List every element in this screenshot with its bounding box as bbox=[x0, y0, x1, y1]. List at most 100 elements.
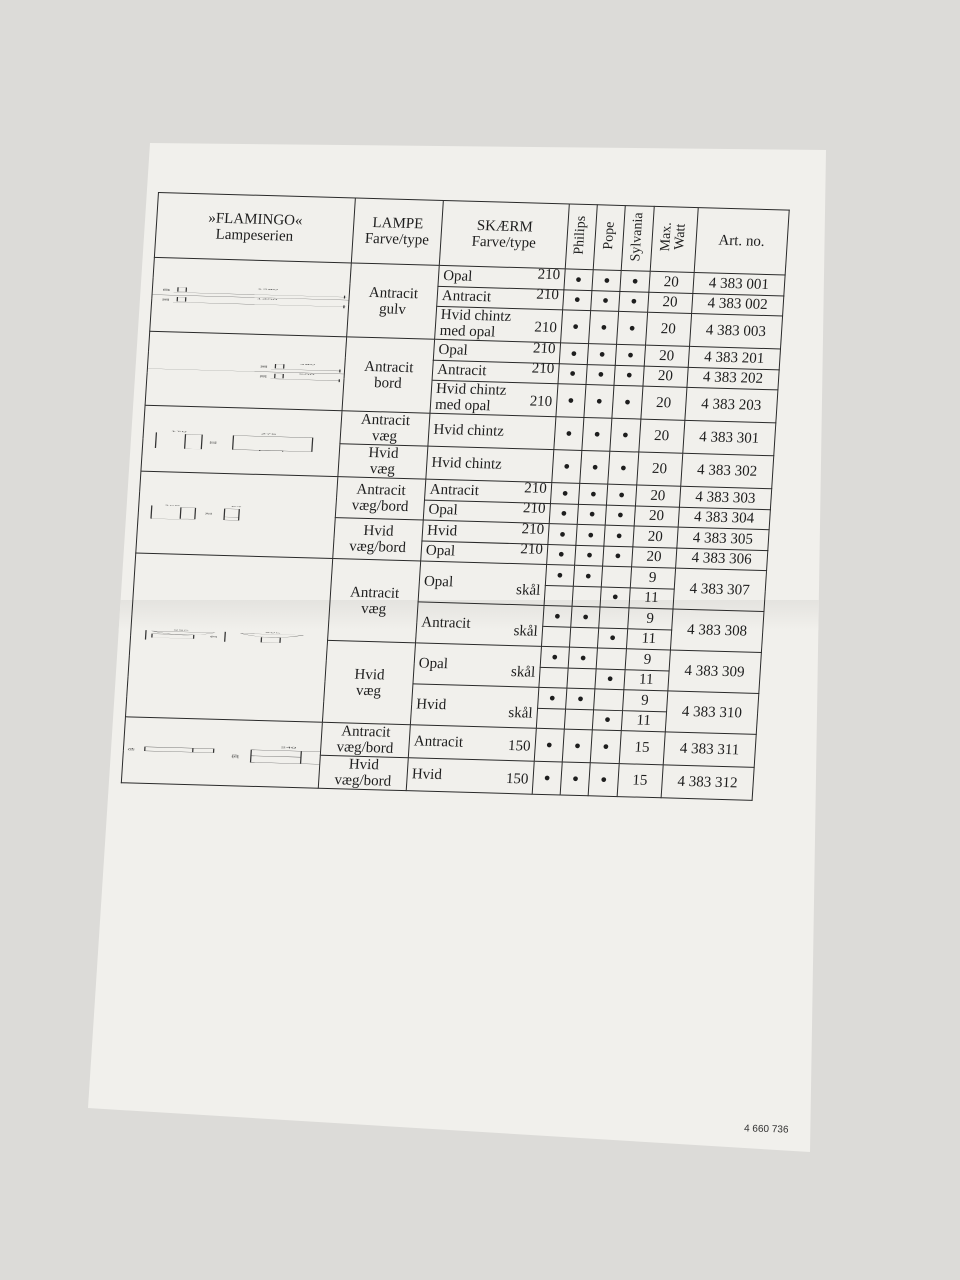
filled-circle-icon: ● bbox=[616, 509, 625, 522]
sylvania-availability: ● bbox=[592, 709, 623, 731]
screen-cell: Opal skål bbox=[413, 642, 542, 688]
sylvania-availability: ● bbox=[603, 545, 633, 567]
lamp-type: Hvid væg bbox=[337, 443, 428, 480]
dimension-label: 64 bbox=[127, 748, 137, 751]
sylvania-availability: ● bbox=[605, 504, 636, 526]
screen-cell: Hvid chintz med opal 210 bbox=[434, 306, 563, 343]
filled-circle-icon: ● bbox=[623, 396, 632, 409]
filled-circle-icon: ● bbox=[602, 740, 610, 753]
screen-size: 210 bbox=[521, 520, 545, 538]
philips-availability: ● bbox=[553, 416, 585, 451]
max-watt: 9 bbox=[627, 607, 673, 630]
pope-availability: ● bbox=[577, 503, 607, 526]
filled-circle-icon: ● bbox=[593, 428, 601, 441]
max-watt: 20 bbox=[635, 484, 681, 507]
screen-cell: Antracit 150 bbox=[408, 724, 537, 762]
sylvania-availability: ● bbox=[600, 586, 631, 608]
article-number: 4 383 202 bbox=[686, 366, 780, 390]
dimension-label: 190 bbox=[210, 635, 220, 637]
dimension-label: 1300 bbox=[257, 298, 278, 300]
filled-circle-icon: ● bbox=[573, 739, 582, 753]
dimension-label: 225 bbox=[173, 629, 189, 631]
philips-availability: ● bbox=[549, 503, 579, 525]
screen-size: 210 bbox=[535, 286, 560, 304]
article-number: 4 383 301 bbox=[682, 420, 776, 456]
sylvania-availability: ● bbox=[595, 668, 625, 690]
philips-availability: ● bbox=[547, 523, 578, 545]
filled-circle-icon: ● bbox=[595, 395, 603, 408]
screen-type: Antracit bbox=[420, 614, 472, 632]
pope-availability: ● bbox=[565, 688, 596, 710]
screen-cell: Hvid skål bbox=[410, 683, 539, 729]
filled-circle-icon: ● bbox=[551, 650, 559, 664]
screen-cell: Hvid chintz bbox=[425, 446, 554, 483]
screen-size: 210 bbox=[529, 393, 553, 411]
max-watt-header: Max. Watt bbox=[658, 222, 689, 252]
sylvania-availability: ● bbox=[616, 311, 648, 346]
filled-circle-icon: ● bbox=[553, 609, 562, 623]
dimension-label: 64 bbox=[231, 506, 242, 507]
screen-size: skål bbox=[513, 623, 539, 640]
drawing-cell: 150 64 300 bbox=[135, 471, 338, 559]
filled-circle-icon: ● bbox=[576, 692, 585, 705]
article-number: 4 383 306 bbox=[675, 547, 768, 571]
sylvania-availability: ● bbox=[619, 290, 649, 313]
article-number: 4 383 311 bbox=[662, 731, 757, 768]
dimension-label: 1280 bbox=[257, 288, 278, 290]
filled-circle-icon: ● bbox=[545, 739, 553, 752]
philips-availability: ● bbox=[534, 728, 565, 763]
lamp-type: Antracit bord bbox=[342, 336, 435, 414]
pope-availability: ● bbox=[590, 290, 621, 312]
lamp-drawing-bowl: 225 205 190 bbox=[144, 629, 305, 643]
philips-availability: ● bbox=[542, 605, 573, 627]
lamp-header-sub: Farve/type bbox=[364, 230, 430, 249]
philips-availability bbox=[536, 707, 566, 730]
sylvania-header: Sylvania bbox=[628, 211, 647, 262]
sylvania-availability: ● bbox=[610, 418, 641, 453]
filled-circle-icon: ● bbox=[560, 507, 568, 520]
philips-availability: ● bbox=[559, 342, 589, 365]
sylvania-availability bbox=[594, 688, 624, 711]
dimension-label: 240 bbox=[281, 746, 297, 749]
philips-header: Philips bbox=[572, 215, 590, 255]
filled-circle-icon: ● bbox=[626, 348, 635, 362]
max-watt: 15 bbox=[618, 730, 666, 765]
screen-size: skål bbox=[510, 664, 536, 681]
article-number: 4 383 302 bbox=[680, 453, 774, 489]
dimension-label: 360 bbox=[260, 365, 270, 367]
screen-type: Hvid bbox=[411, 766, 443, 784]
screen-type: Opal bbox=[442, 267, 473, 285]
dimension-label: 380 bbox=[162, 288, 172, 290]
lamp-drawing-table: 480 360 500 380 bbox=[147, 364, 344, 382]
max-watt: 20 bbox=[631, 546, 677, 569]
sylvania-availability: ● bbox=[606, 484, 637, 506]
screen-cell: Hvid 150 bbox=[406, 757, 535, 795]
screen-size: 210 bbox=[523, 479, 548, 497]
screen-type: Antracit bbox=[413, 733, 464, 751]
sylvania-availability: ● bbox=[614, 364, 644, 387]
article-number: 4 383 002 bbox=[691, 292, 784, 316]
table-row: 170 275 320 Antracit væg Hvid chintz ● ● ● 20 4 3… bbox=[140, 405, 776, 477]
screen-type: Hvid chintz med opal bbox=[434, 380, 507, 415]
filled-circle-icon: ● bbox=[601, 294, 610, 307]
filled-circle-icon: ● bbox=[600, 773, 608, 786]
philips-availability: ● bbox=[563, 268, 594, 291]
filled-circle-icon: ● bbox=[615, 529, 623, 542]
article-number: 4 383 305 bbox=[676, 527, 770, 551]
screen-type: Hvid chintz bbox=[433, 421, 505, 440]
filled-circle-icon: ● bbox=[600, 321, 608, 334]
drawing-cell: 1280 380 1300 380 bbox=[149, 257, 352, 337]
filled-circle-icon: ● bbox=[628, 322, 636, 335]
filled-circle-icon: ● bbox=[603, 713, 612, 727]
filled-circle-icon: ● bbox=[574, 273, 583, 286]
philips-availability: ● bbox=[560, 309, 591, 344]
filled-circle-icon: ● bbox=[598, 348, 606, 361]
philips-availability: ● bbox=[562, 289, 593, 311]
lamp-drawing-wallbox: 170 275 320 bbox=[154, 430, 314, 454]
flamingo-product-table: »FLAMINGO« Lampeserien LAMPE Farve/type SK… bbox=[121, 192, 790, 801]
pope-availability: ● bbox=[562, 729, 593, 763]
art-no-header: Art. no. bbox=[693, 207, 790, 276]
max-watt: 11 bbox=[621, 710, 667, 732]
screen-type: Antracit bbox=[429, 481, 480, 499]
pope-header: Pope bbox=[600, 221, 618, 250]
